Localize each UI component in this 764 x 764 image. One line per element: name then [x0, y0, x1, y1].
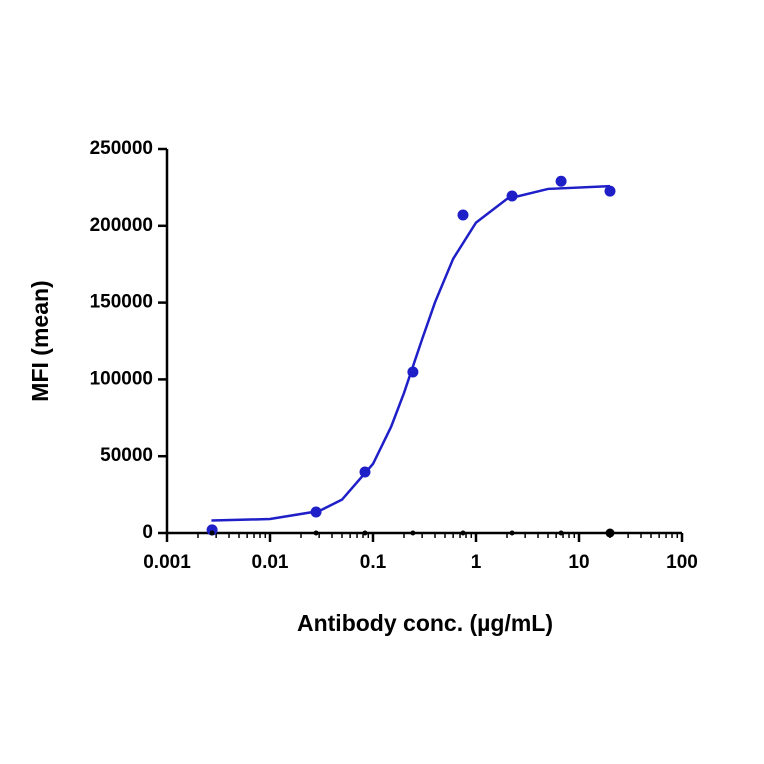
- point: [209, 530, 215, 536]
- point: [506, 190, 518, 202]
- fit-curve: [211, 184, 611, 522]
- x-tick-label: 10: [568, 552, 589, 573]
- point: [407, 366, 419, 378]
- x-tick-label: 0.1: [360, 552, 387, 573]
- point: [605, 528, 615, 538]
- x-tick-label: 0.001: [143, 552, 191, 573]
- point: [555, 175, 567, 187]
- point: [558, 530, 564, 536]
- point: [310, 506, 322, 518]
- y-axis-label: MFI (mean): [27, 280, 53, 401]
- y-tick-label: 0: [142, 522, 153, 543]
- point: [457, 209, 469, 221]
- point: [313, 530, 319, 536]
- point: [206, 524, 218, 536]
- point: [604, 185, 616, 197]
- point: [460, 530, 466, 536]
- point: [359, 466, 371, 478]
- point: [362, 530, 368, 536]
- y-tick-label: 150000: [90, 292, 153, 313]
- y-tick-label: 50000: [100, 445, 153, 466]
- x-tick-label: 1: [471, 552, 482, 573]
- y-tick-label: 100000: [90, 368, 153, 389]
- x-tick-label: 0.01: [252, 552, 289, 573]
- x-tick-label: 100: [666, 552, 698, 573]
- point: [410, 530, 416, 536]
- point: [509, 530, 515, 536]
- y-tick-label: 250000: [90, 138, 153, 159]
- x-axis-label: Antibody conc. (µg/mL): [297, 610, 553, 636]
- y-tick-label: 200000: [90, 215, 153, 236]
